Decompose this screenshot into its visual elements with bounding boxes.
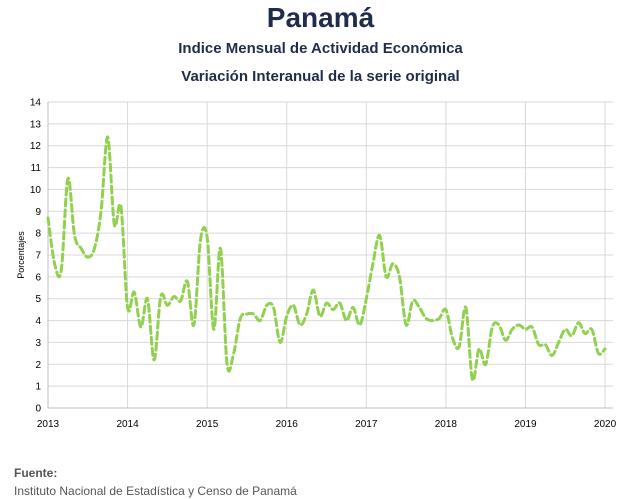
x-tick-label: 2015	[196, 419, 219, 430]
y-tick-label: 10	[30, 185, 42, 196]
y-tick-label: 14	[30, 98, 42, 109]
y-tick-label: 8	[35, 229, 41, 240]
y-tick-label: 12	[30, 141, 42, 152]
series-layer	[46, 135, 607, 382]
x-tick-label: 2017	[355, 419, 378, 430]
x-tick-label: 2018	[435, 419, 458, 430]
y-tick-label: 7	[35, 251, 41, 262]
y-tick-label: 1	[35, 382, 41, 393]
chart-subtitle-secondary: Variación Interanual de la serie origina…	[181, 68, 460, 85]
y-tick-label: 13	[30, 119, 42, 130]
x-tick-label: 2020	[594, 419, 617, 430]
x-tick-label: 2019	[514, 419, 537, 430]
y-tick-label: 3	[35, 338, 41, 349]
y-tick-label: 2	[35, 360, 41, 371]
y-tick-label: 11	[31, 163, 42, 174]
x-tick-label: 2013	[37, 419, 60, 430]
series-line	[46, 135, 607, 382]
y-tick-label: 9	[35, 207, 41, 218]
y-tick-label: 0	[35, 404, 41, 415]
page-title: Panamá	[266, 2, 375, 33]
y-axis-label: Porcentajes	[16, 231, 26, 279]
chart-subtitle: Indice Mensual de Actividad Económica	[178, 40, 463, 57]
y-tick-label: 4	[35, 316, 41, 327]
source-text: Instituto Nacional de Estadística y Cens…	[14, 484, 297, 498]
grid-layer	[47, 101, 613, 409]
y-tick-label: 5	[35, 294, 41, 305]
y-tick-label: 6	[35, 272, 41, 283]
x-tick-label: 2016	[276, 419, 299, 430]
source-label: Fuente:	[14, 466, 58, 480]
x-tick-label: 2014	[116, 419, 139, 430]
